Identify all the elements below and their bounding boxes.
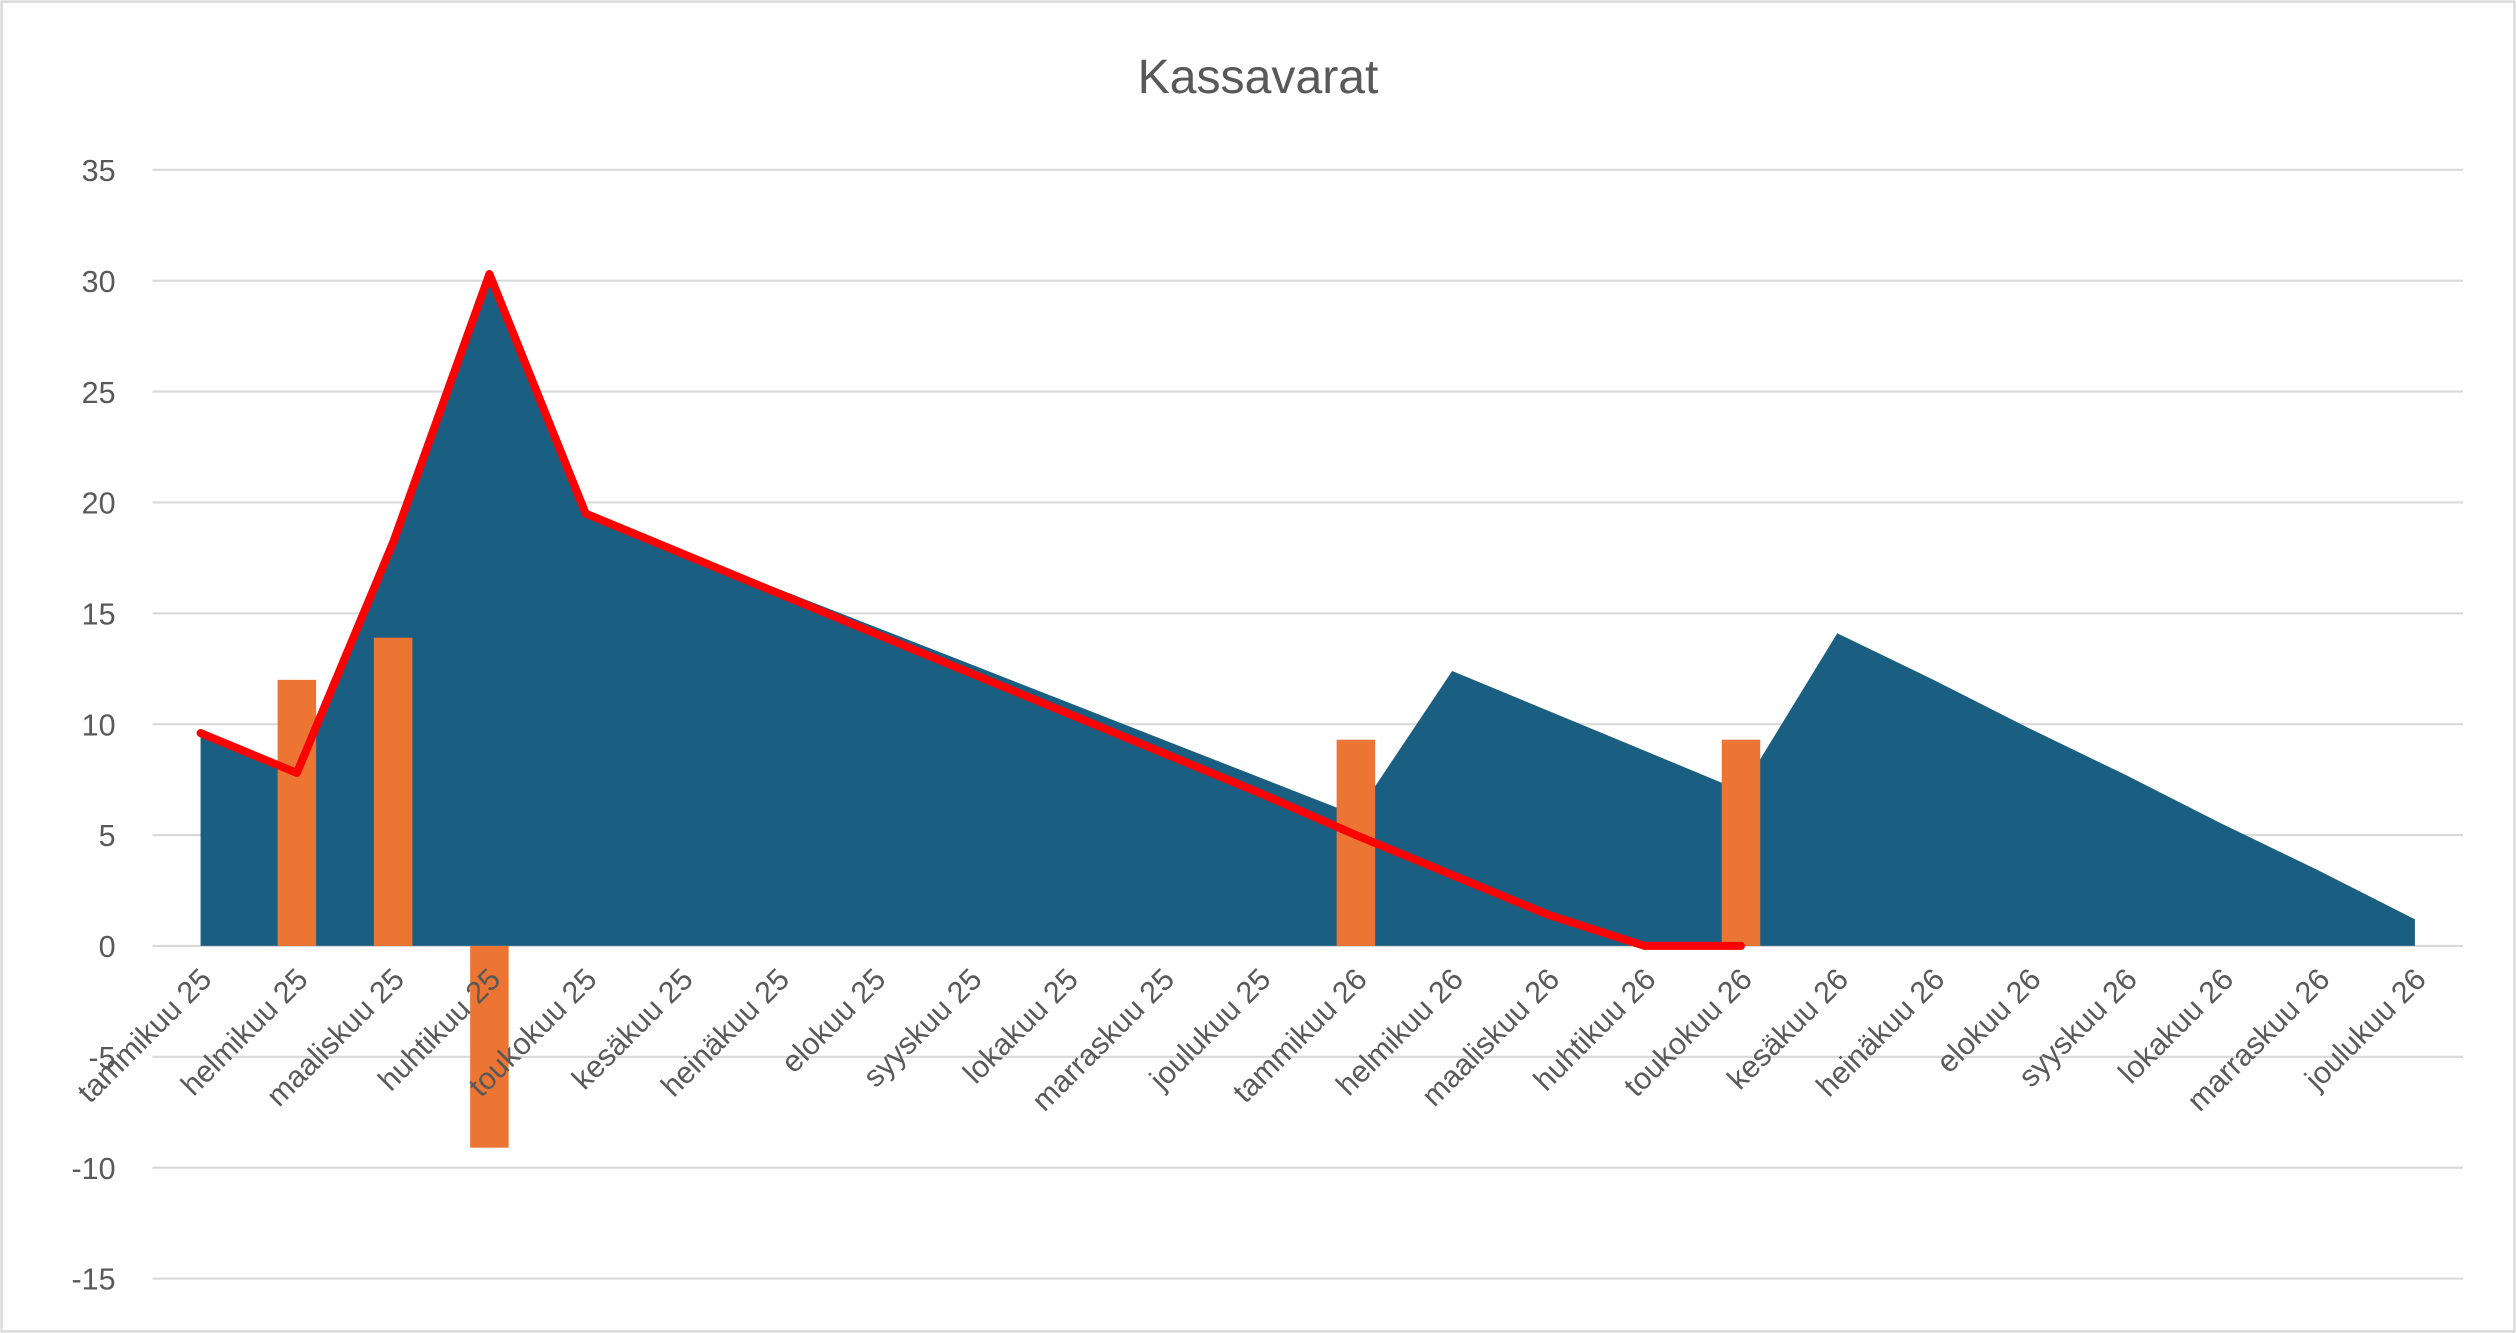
y-tick-label: 5	[99, 819, 116, 853]
y-tick-label: 10	[82, 708, 116, 742]
bar	[470, 945, 509, 1148]
y-tick-label: 0	[99, 930, 116, 964]
y-tick-label: 25	[82, 376, 116, 410]
bar	[277, 679, 317, 946]
y-tick-label: -10	[71, 1152, 115, 1186]
bar	[373, 637, 413, 946]
y-tick-label: 30	[82, 265, 116, 299]
y-tick-label: -15	[71, 1263, 115, 1297]
area	[200, 274, 2415, 946]
y-tick-label: 20	[82, 487, 116, 521]
chart-title: Kassavarat	[1138, 50, 1379, 104]
line	[196, 270, 1745, 950]
bar	[1721, 739, 1761, 946]
y-tick-label: -5	[88, 1041, 115, 1075]
y-tick-label: 35	[82, 154, 116, 188]
y-tick-label: 15	[82, 598, 116, 632]
